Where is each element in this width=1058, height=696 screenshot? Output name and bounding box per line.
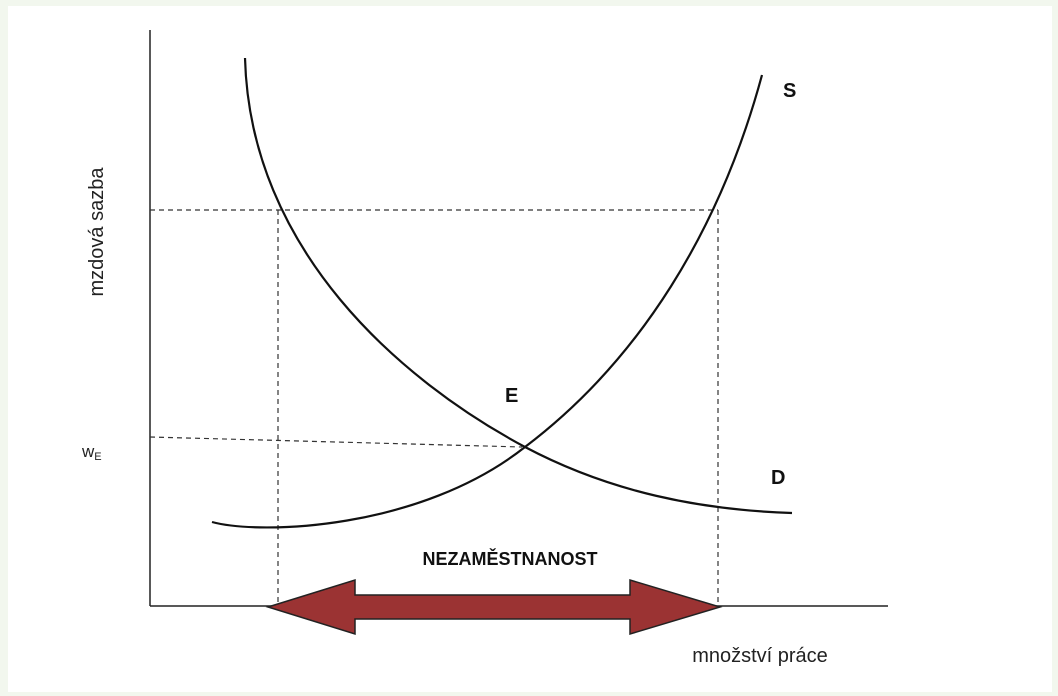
equilibrium-label: E bbox=[505, 385, 518, 407]
wage-subscript: E bbox=[94, 451, 101, 463]
wage-label: wE bbox=[81, 442, 102, 463]
demand-label: D bbox=[771, 467, 785, 489]
supply-curve bbox=[211, 74, 764, 529]
wage-symbol: w bbox=[81, 442, 95, 461]
guides bbox=[149, 209, 719, 606]
unemployment-arrow bbox=[265, 578, 723, 636]
demand-curve bbox=[243, 57, 793, 515]
y-axis-label: mzdová sazba bbox=[86, 167, 108, 297]
canvas bbox=[8, 6, 1052, 692]
guide-line bbox=[149, 436, 523, 448]
supply-label: S bbox=[783, 80, 796, 102]
x-axis-label: množství práce bbox=[692, 645, 828, 667]
gap-label: NEZAMĚSTNANOST bbox=[423, 548, 598, 569]
